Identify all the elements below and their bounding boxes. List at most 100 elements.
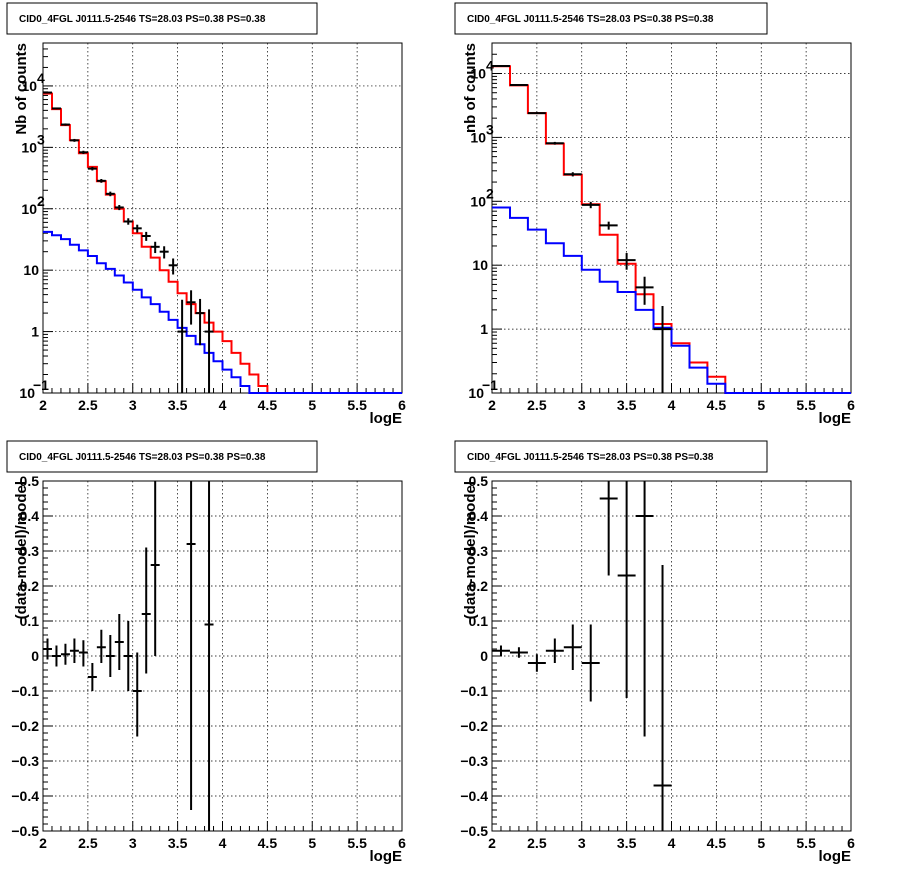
panel-bottom-left: CID0_4FGL J0111.5-2546 TS=28.03 PS=0.38 … [6, 440, 406, 865]
data-point [204, 309, 214, 393]
x-tick-label: 2 [39, 397, 47, 413]
data-point [78, 640, 88, 667]
y-tick-label: −0.3 [11, 753, 39, 769]
y-tick-label: 1 [480, 321, 488, 337]
x-tick-label: 3.5 [168, 835, 188, 851]
y-tick-label: −0.1 [460, 683, 488, 699]
x-axis-title: logE [819, 848, 852, 865]
y-tick-label: −0.3 [460, 753, 488, 769]
y-tick-label: 0.3 [20, 543, 40, 559]
data-point [617, 253, 636, 270]
data-point [43, 91, 52, 94]
data-point [509, 84, 528, 87]
y-axis-title: (data-model)/model [462, 481, 479, 619]
data-point [492, 64, 510, 67]
data-point [69, 638, 79, 663]
data-point [186, 290, 196, 325]
y-tick-label: 0.5 [20, 473, 40, 489]
y-tick-label: −0.2 [460, 718, 488, 734]
data-point [141, 547, 151, 674]
panel-bottom-right: CID0_4FGL J0111.5-2546 TS=28.03 PS=0.38 … [454, 440, 855, 865]
title-box [6, 440, 318, 473]
y-axis-title: nb of counts [462, 43, 479, 133]
data-point [69, 138, 79, 142]
data-point [177, 299, 187, 393]
y-tick-label: 10 [470, 193, 486, 209]
panel-title: CID0_4FGL J0111.5-2546 TS=28.03 PS=0.38 … [467, 14, 714, 25]
data-point [123, 218, 133, 225]
data-point [527, 654, 546, 672]
x-tick-label: 3 [578, 835, 586, 851]
data-point [150, 481, 160, 656]
data-point [96, 629, 106, 663]
y-tick-label: 0 [31, 648, 39, 664]
x-tick-label: 2 [488, 835, 496, 851]
data-point [150, 241, 160, 254]
data-point [159, 246, 169, 259]
x-tick-label: 3.5 [617, 835, 637, 851]
x-tick-label: 4.5 [258, 835, 278, 851]
data-point [653, 305, 672, 393]
y-tick-exponent: 3 [37, 131, 45, 147]
data-point [141, 231, 151, 241]
y-tick-label: 0.1 [469, 613, 489, 629]
data-point [599, 481, 618, 576]
x-tick-label: 2.5 [78, 397, 98, 413]
panel-title: CID0_4FGL J0111.5-2546 TS=28.03 PS=0.38 … [19, 452, 266, 463]
data-point [87, 663, 97, 691]
data-point [123, 621, 133, 691]
data-point [114, 614, 124, 670]
data-point [132, 652, 142, 737]
data-point [492, 645, 510, 656]
x-tick-label: 5.5 [347, 835, 367, 851]
data-point [563, 172, 582, 177]
x-tick-label: 5 [757, 835, 765, 851]
x-tick-label: 3 [129, 397, 137, 413]
title-box [6, 2, 318, 35]
data-point [132, 224, 142, 233]
y-tick-label: 0.2 [20, 578, 40, 594]
y-axis-title: (data-model)/model [13, 481, 30, 619]
data-point [60, 123, 70, 126]
x-tick-label: 4.5 [707, 835, 727, 851]
x-tick-label: 2.5 [78, 835, 98, 851]
y-tick-exponent: 2 [37, 193, 45, 209]
data-point [43, 638, 52, 660]
y-tick-label: 0.4 [20, 508, 40, 524]
y-tick-label: 1 [31, 324, 39, 340]
y-tick-label: 0.5 [469, 473, 489, 489]
x-tick-label: 5.5 [796, 397, 816, 413]
x-tick-label: 4.5 [258, 397, 278, 413]
x-tick-label: 4 [219, 835, 227, 851]
y-tick-label: 10 [470, 129, 486, 145]
y-tick-label: −0.1 [11, 683, 39, 699]
data-point [78, 150, 88, 154]
x-axis-title: logE [819, 410, 852, 427]
data-point [635, 276, 654, 305]
y-tick-exponent: 2 [486, 185, 494, 201]
x-tick-label: 5 [757, 397, 765, 413]
y-tick-label: −0.2 [11, 718, 39, 734]
panel-title: CID0_4FGL J0111.5-2546 TS=28.03 PS=0.38 … [467, 452, 714, 463]
x-tick-label: 5 [308, 835, 316, 851]
data-point [204, 481, 214, 831]
x-tick-label: 4 [219, 397, 227, 413]
x-tick-label: 2.5 [527, 835, 547, 851]
data-point [186, 481, 196, 810]
data-point [599, 221, 618, 230]
data-point [509, 647, 528, 658]
x-tick-label: 3.5 [168, 397, 188, 413]
x-tick-label: 5.5 [347, 397, 367, 413]
data-point [563, 624, 582, 670]
data-point [105, 191, 115, 197]
histogram-series-2 [492, 206, 851, 394]
data-point [527, 112, 546, 115]
y-tick-label: 0.1 [20, 613, 40, 629]
data-point [168, 258, 178, 275]
y-tick-label: −0.4 [460, 788, 488, 804]
x-tick-label: 6 [398, 397, 406, 413]
x-tick-label: 3 [129, 835, 137, 851]
y-tick-label: 10 [468, 385, 484, 401]
x-tick-label: 5.5 [796, 835, 816, 851]
x-tick-label: 6 [847, 835, 855, 851]
